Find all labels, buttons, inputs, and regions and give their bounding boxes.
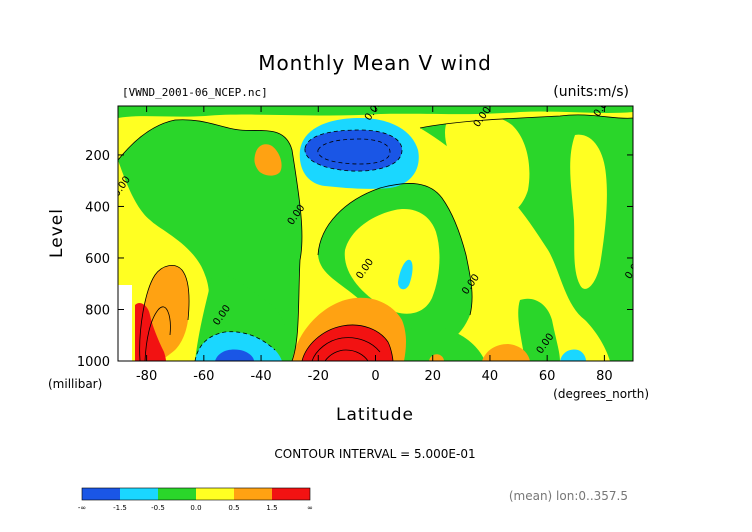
y-tick-label: 400 (85, 200, 110, 215)
legend-label: -0.5 (151, 504, 165, 512)
contour-line-negative (194, 331, 276, 361)
contour-interval: CONTOUR INTERVAL = 5.000E-01 (274, 447, 475, 461)
legend-swatch (272, 488, 310, 500)
legend-swatch (120, 488, 158, 500)
x-tick-label: -40 (250, 369, 271, 384)
contour-line (317, 183, 473, 316)
x-tick-label: 20 (424, 369, 441, 384)
contour-line (118, 119, 303, 361)
x-axis: -80 -60 -40 -20 0 20 40 60 80 (136, 106, 613, 384)
y-tick-label: 1000 (77, 355, 110, 370)
region-yellow-mid (344, 209, 440, 314)
dataset-label: [VWND_2001-06_NCEP.nc] (122, 86, 268, 99)
region-blue-upper (304, 130, 402, 172)
x-tick-label: 40 (482, 369, 499, 384)
legend-swatch (196, 488, 234, 500)
region-red-eq (302, 324, 393, 361)
region-orange-sh-upper (254, 144, 282, 176)
contour-line (324, 349, 369, 361)
negative-contours (194, 129, 403, 361)
x-tick-label: -80 (136, 369, 157, 384)
region-orange-nh-low (482, 344, 530, 361)
region-red-sh-pole (135, 303, 166, 361)
legend-label: -∞ (78, 504, 86, 512)
contour-line (139, 265, 190, 361)
contour-line (301, 324, 394, 361)
x-tick-label: 0 (371, 369, 379, 384)
region-green-eq-low (395, 325, 485, 361)
region-yellow-nh-upper (445, 114, 530, 218)
legend-label: 1.5 (266, 504, 277, 512)
footnote: (mean) lon:0..357.5 (509, 489, 628, 503)
x-tick-label: -20 (308, 369, 329, 384)
region-cyan-nh-low (560, 349, 586, 361)
color-legend: -∞ -1.5 -0.5 0.0 0.5 1.5 ∞ (78, 487, 313, 512)
region-missing-ground (118, 285, 132, 361)
x-axis-title: Latitude (336, 405, 414, 425)
x-tick-label: 60 (539, 369, 556, 384)
y-axis-title: Level (47, 208, 67, 258)
chart-title: Monthly Mean V wind (258, 51, 492, 75)
contour-field: 0.00 0.00 0.000.000.000.000.000.000.000.00 (118, 106, 645, 361)
units-label: (units:m/s) (553, 84, 629, 100)
contour-label: 0.00 (623, 257, 645, 282)
region-yellow-nh-right (570, 134, 607, 289)
contour-lines (118, 114, 633, 361)
region-blue-sh-low (215, 349, 254, 361)
y-axis: 200 400 600 800 1000 (77, 149, 633, 370)
contour-line (144, 306, 171, 361)
y-unit-label: (millibar) (48, 377, 102, 391)
legend-label: 0.5 (228, 504, 239, 512)
legend-swatch (158, 488, 196, 500)
legend-swatch (234, 488, 272, 500)
y-tick-label: 200 (85, 149, 110, 164)
legend-swatch (82, 488, 120, 500)
legend-label: 0.0 (190, 504, 201, 512)
x-tick-label: 80 (596, 369, 613, 384)
contour-line (419, 114, 633, 129)
x-tick-label: -60 (193, 369, 214, 384)
contour-line (311, 337, 381, 361)
legend-frame (81, 487, 311, 501)
y-tick-label: 600 (85, 252, 110, 267)
region-cyan-small (398, 259, 413, 290)
legend-label: -1.5 (113, 504, 127, 512)
x-unit-label: (degrees_north) (553, 387, 649, 401)
contour-line-negative (317, 138, 391, 165)
region-cyan-sh-low (195, 331, 282, 361)
region-green-nh-low (518, 298, 560, 361)
legend-label: ∞ (307, 504, 313, 512)
y-tick-label: 800 (85, 303, 110, 318)
